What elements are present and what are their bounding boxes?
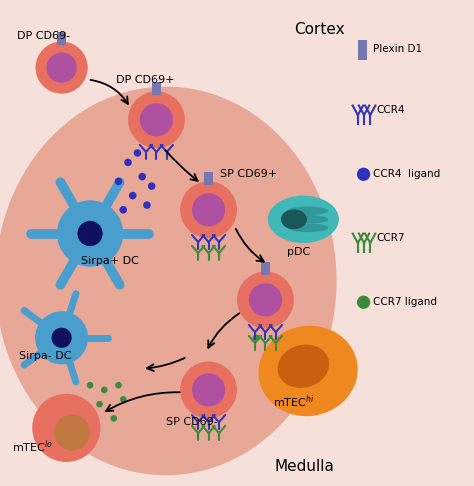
Ellipse shape [0,87,337,475]
Circle shape [35,311,88,364]
Circle shape [138,173,146,180]
Circle shape [119,206,127,214]
Text: Cortex: Cortex [294,22,345,37]
Text: pDC: pDC [287,247,310,257]
Circle shape [134,149,141,156]
Ellipse shape [288,224,328,232]
Text: CCR4: CCR4 [376,105,404,115]
Text: CCR4  ligand: CCR4 ligand [373,169,440,179]
Ellipse shape [281,209,307,229]
Circle shape [120,396,127,403]
Text: SP CD69-: SP CD69- [166,417,218,428]
Circle shape [257,320,264,327]
Ellipse shape [288,207,328,215]
Bar [358,40,367,60]
Circle shape [180,362,237,418]
Text: mTEC$^{hi}$: mTEC$^{hi}$ [273,393,314,410]
Circle shape [180,181,237,238]
Circle shape [101,387,108,393]
Circle shape [96,401,103,407]
Circle shape [237,272,294,329]
Text: Plexin D1: Plexin D1 [373,44,422,53]
Text: SP CD69+: SP CD69+ [220,169,278,179]
Circle shape [115,382,122,388]
Bar [204,172,213,185]
Circle shape [32,394,100,462]
Text: DP CD69+: DP CD69+ [116,75,174,85]
Circle shape [77,221,103,246]
Text: CCR7: CCR7 [376,233,404,243]
Text: mTEC$^{lo}$: mTEC$^{lo}$ [12,438,53,455]
Circle shape [148,182,155,190]
Circle shape [128,91,185,148]
Text: Medulla: Medulla [275,458,335,473]
Ellipse shape [278,345,329,388]
Circle shape [87,382,93,388]
Bar [261,262,270,275]
Circle shape [54,415,90,451]
Circle shape [36,41,88,94]
Circle shape [253,334,259,341]
Circle shape [52,328,72,348]
Bar [152,82,161,95]
Circle shape [249,283,282,316]
Text: Sirpa+ DC: Sirpa+ DC [81,256,138,266]
Ellipse shape [258,326,358,416]
Circle shape [124,158,132,166]
Circle shape [57,200,123,267]
Bar [57,32,66,45]
Circle shape [192,193,225,226]
Circle shape [115,177,122,185]
Circle shape [267,301,273,308]
Circle shape [129,192,137,199]
Circle shape [357,295,370,309]
Text: Sirpa- DC: Sirpa- DC [19,351,72,361]
Circle shape [46,52,77,83]
Circle shape [192,373,225,406]
Circle shape [357,168,370,181]
Ellipse shape [288,215,328,224]
Circle shape [143,201,151,209]
Circle shape [262,287,269,294]
Text: DP CD69-: DP CD69- [17,31,70,41]
Ellipse shape [268,195,339,243]
Circle shape [110,415,117,422]
Circle shape [140,103,173,137]
Circle shape [248,306,255,312]
Text: CCR7 ligand: CCR7 ligand [373,297,437,307]
